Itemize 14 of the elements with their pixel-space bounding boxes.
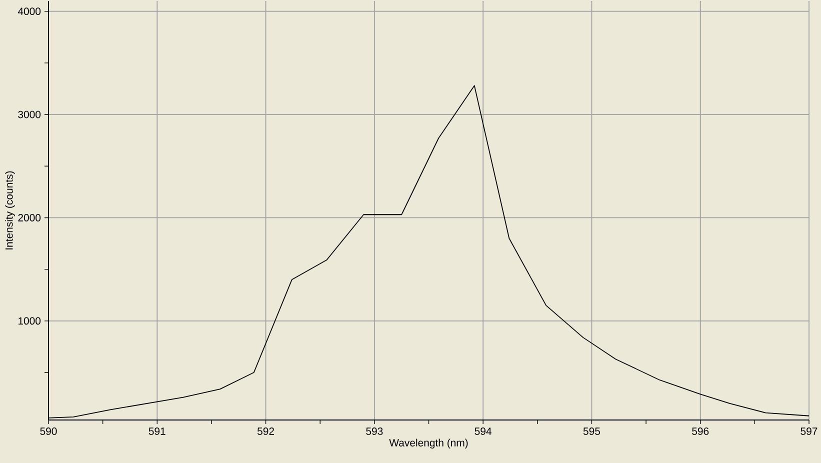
- y-tick-label: 1000: [18, 317, 41, 325]
- x-tick-label: 593: [366, 428, 383, 435]
- x-tick-label: 596: [692, 428, 709, 435]
- y-tick-label: 4000: [18, 8, 41, 16]
- x-tick-label: 594: [474, 428, 492, 435]
- y-tick-label: 2000: [18, 214, 41, 222]
- x-tick-label: 591: [148, 428, 166, 435]
- x-tick-label: 592: [257, 428, 274, 435]
- x-tick-label: 590: [40, 428, 57, 435]
- y-tick-label: 3000: [18, 110, 41, 118]
- y-axis-title: Intensity (counts): [5, 171, 15, 250]
- x-axis-title: Wavelength (nm): [389, 438, 468, 449]
- x-tick-label: 597: [800, 428, 818, 435]
- x-tick-label: 595: [583, 428, 600, 435]
